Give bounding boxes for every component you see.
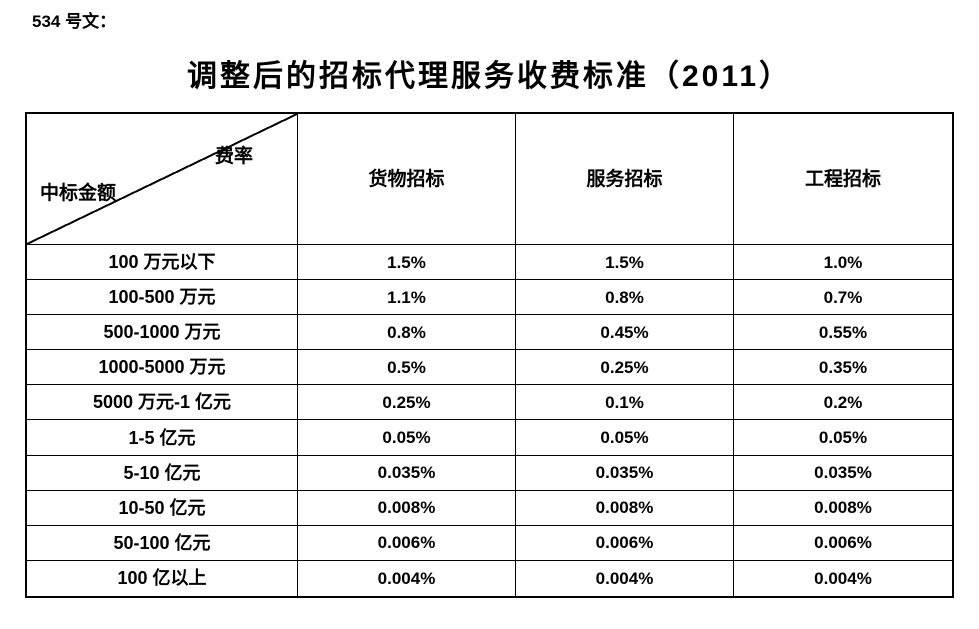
table-row-label: 50-100 亿元 xyxy=(27,525,298,561)
table-cell: 0.008% xyxy=(298,490,516,526)
table-cell: 1.0% xyxy=(734,245,952,281)
table-cell: 0.8% xyxy=(516,280,734,316)
table-cell: 0.05% xyxy=(516,420,734,456)
table-cell: 0.55% xyxy=(734,315,952,351)
table-cell: 0.004% xyxy=(298,560,516,596)
table-cell: 0.035% xyxy=(298,455,516,491)
table-cell: 0.05% xyxy=(298,420,516,456)
table-row-label: 1-5 亿元 xyxy=(27,420,298,456)
table-row-label: 500-1000 万元 xyxy=(27,315,298,351)
table-cell: 0.5% xyxy=(298,350,516,386)
column-header-goods: 货物招标 xyxy=(298,114,516,245)
table-cell: 0.1% xyxy=(516,385,734,421)
table-cell: 0.006% xyxy=(298,525,516,561)
page-title: 调整后的招标代理服务收费标准（2011） xyxy=(186,60,793,93)
corner-label-amount: 中标金额 xyxy=(40,183,117,204)
table-row-label: 5000 万元-1 亿元 xyxy=(27,385,298,421)
table-cell: 0.8% xyxy=(298,315,516,351)
table-cell: 1.1% xyxy=(298,280,516,316)
table-cell: 0.25% xyxy=(298,385,516,421)
table-cell: 0.35% xyxy=(734,350,952,386)
table-cell: 0.45% xyxy=(516,315,734,351)
table-row-label: 10-50 亿元 xyxy=(27,490,298,526)
table-row-label: 5-10 亿元 xyxy=(27,455,298,491)
table-cell: 0.008% xyxy=(516,490,734,526)
table-cell: 0.004% xyxy=(516,560,734,596)
table-row-label: 100-500 万元 xyxy=(27,280,298,316)
column-header-engineering: 工程招标 xyxy=(734,114,952,245)
table-row-label: 1000-5000 万元 xyxy=(27,350,298,386)
table-row-label: 100 万元以下 xyxy=(27,245,298,281)
table-cell: 0.006% xyxy=(516,525,734,561)
doc-number: 534 号文： xyxy=(32,12,117,31)
table-cell: 0.7% xyxy=(734,280,952,316)
table-cell: 0.006% xyxy=(734,526,952,561)
column-header-services: 服务招标 xyxy=(516,114,734,245)
table-cell: 1.5% xyxy=(298,245,516,281)
table-cell: 0.05% xyxy=(734,420,952,456)
table-cell: 0.004% xyxy=(814,568,872,588)
table-cell: 0.035% xyxy=(516,455,734,491)
table-corner-cell: 费率 中标金额 xyxy=(27,114,298,245)
table-cell: 1.5% xyxy=(516,245,734,281)
table-cell: 0.008% xyxy=(734,491,952,526)
corner-label-rate: 费率 xyxy=(214,146,253,167)
fee-table: 费率 中标金额 货物招标 服务招标 工程招标 100 万元以下 1.5% 1.5… xyxy=(25,112,954,598)
table-row-label: 100 亿以上 xyxy=(27,560,298,596)
table-cell: 0.2% xyxy=(734,385,952,421)
table-cell: 0.035% xyxy=(734,456,952,491)
table-cell: 0.25% xyxy=(516,350,734,386)
